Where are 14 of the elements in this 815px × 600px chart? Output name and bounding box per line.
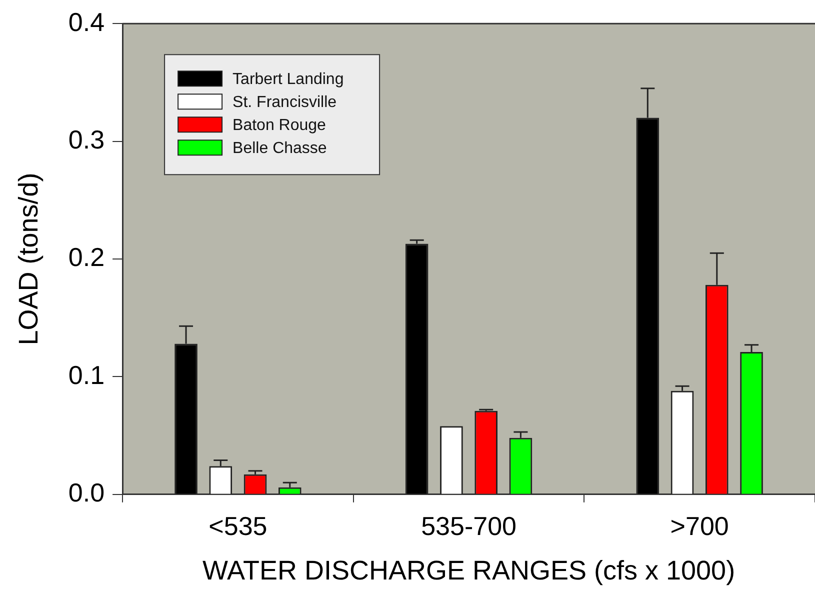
x-tick-label: <535 (208, 511, 268, 542)
y-tick-label: 0.3 (68, 124, 105, 154)
legend-label: St. Francisville (232, 94, 337, 112)
y-tick-label: 0.2 (68, 242, 105, 272)
x-axis-title: WATER DISCHARGE RANGES (cfs x 1000) (202, 555, 736, 586)
legend-label: Baton Rouge (232, 117, 326, 134)
y-axis-title: LOAD (tons/d) (14, 172, 44, 346)
y-tick-label: 0.4 (68, 6, 105, 37)
y-tick-label: 0.0 (68, 478, 105, 508)
x-tick-label: 535-700 (421, 511, 516, 542)
x-tick-label: >700 (670, 511, 729, 542)
legend-label: Belle Chasse (232, 140, 327, 158)
y-tick-label: 0.1 (68, 360, 105, 390)
legend-label: Tarbert Landing (232, 71, 344, 88)
